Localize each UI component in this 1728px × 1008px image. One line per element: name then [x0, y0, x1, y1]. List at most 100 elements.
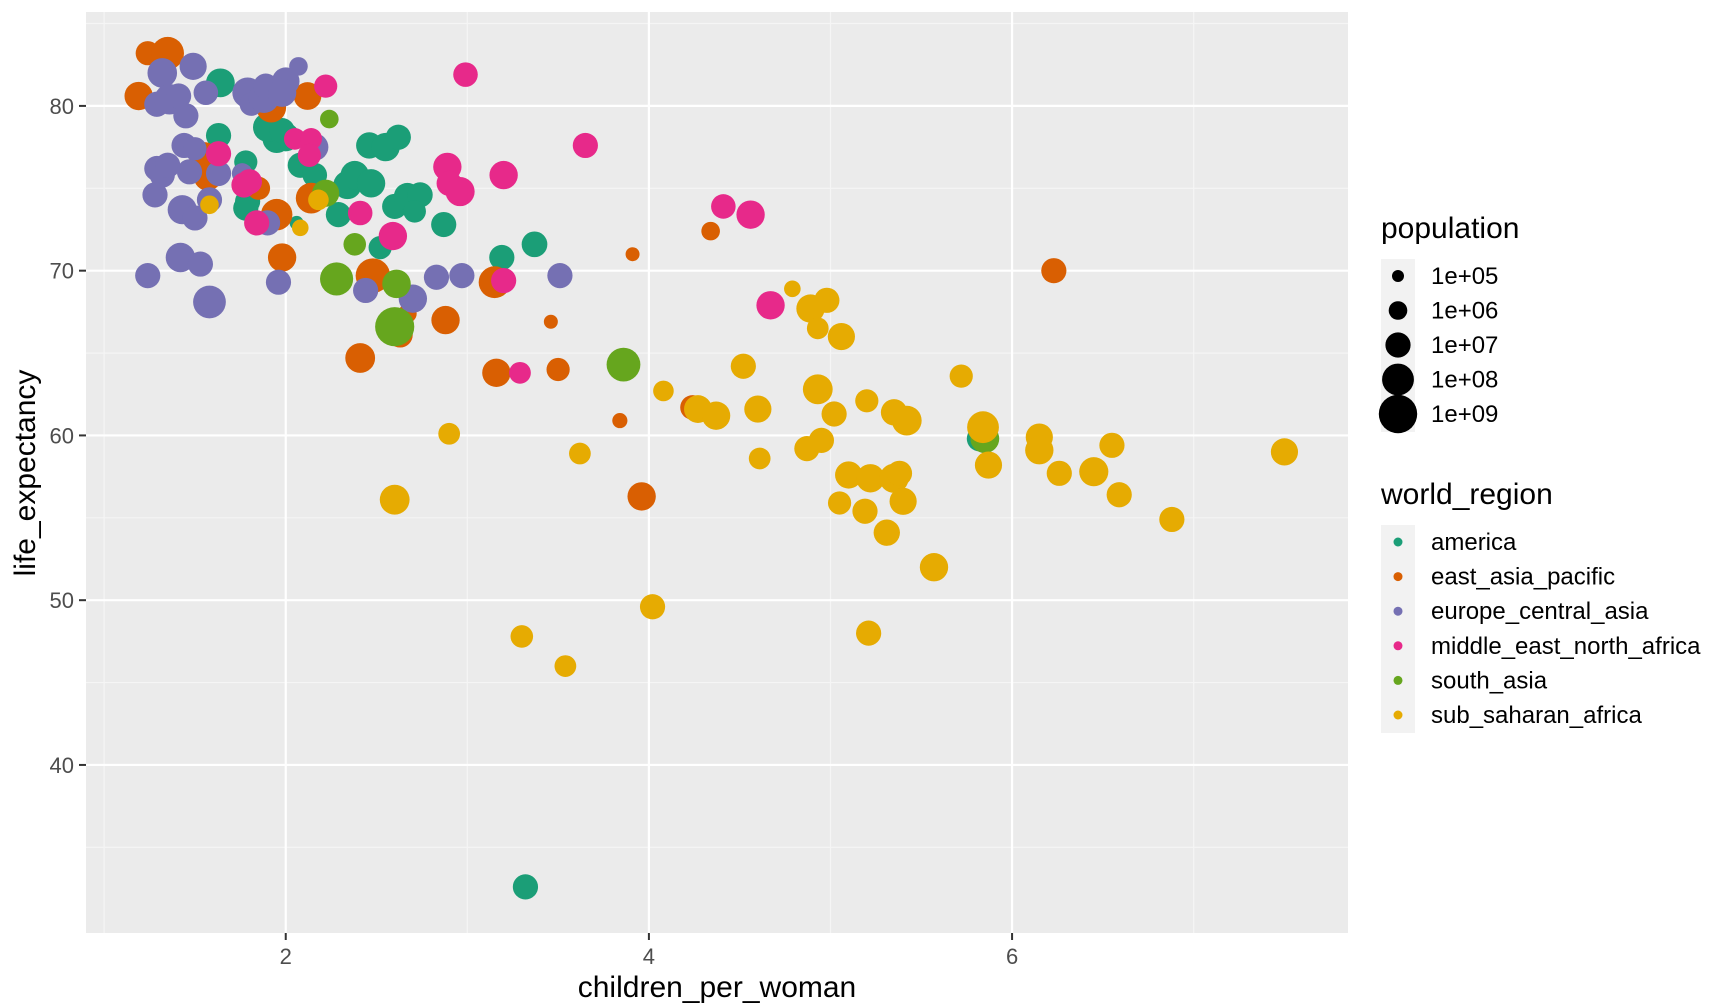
point-south_asia — [320, 262, 354, 296]
point-middle_east_north_africa — [491, 267, 517, 294]
y-tick-label: 80 — [50, 94, 74, 119]
point-america — [325, 202, 351, 228]
point-east_asia_pacific — [1041, 258, 1067, 284]
point-sub_saharan_africa — [814, 287, 840, 313]
point-east_asia_pacific — [431, 305, 460, 335]
color-legend-entries: america east_asia_pacific europe_central_a… — [1393, 529, 1701, 729]
size-legend-entries: 1e+05 1e+06 1e+07 1e+08 1e+09 — [1378, 263, 1498, 434]
point-sub_saharan_africa — [379, 484, 410, 515]
size-legend-key — [1392, 270, 1404, 282]
point-america — [512, 874, 539, 900]
point-europe_central_asia — [179, 52, 207, 80]
point-sub_saharan_africa — [554, 655, 577, 677]
y-axis-title: life_expectancy — [9, 370, 42, 577]
point-south_asia — [375, 307, 415, 347]
point-south_asia — [343, 233, 367, 256]
point-america — [521, 231, 548, 258]
point-europe_central_asia — [183, 137, 207, 161]
point-east_asia_pacific — [625, 247, 640, 262]
point-middle_east_north_africa — [297, 143, 321, 167]
point-america — [356, 169, 386, 198]
color-legend-key — [1393, 641, 1403, 651]
point-sub_saharan_africa — [1025, 436, 1054, 465]
point-sub_saharan_africa — [730, 353, 756, 379]
point-sub_saharan_africa — [569, 442, 591, 465]
point-middle_east_north_africa — [711, 194, 736, 219]
color-legend-label: south_asia — [1431, 667, 1548, 694]
point-middle_east_north_africa — [489, 160, 518, 190]
point-middle_east_north_africa — [736, 200, 765, 229]
point-middle_east_north_africa — [445, 176, 475, 207]
point-sub_saharan_africa — [974, 451, 1003, 479]
point-sub_saharan_africa — [1099, 432, 1125, 458]
point-europe_central_asia — [155, 152, 181, 178]
color-legend-label: east_asia_pacific — [1431, 564, 1615, 591]
point-sub_saharan_africa — [827, 491, 852, 515]
major-gridlines — [86, 12, 1348, 933]
point-sub_saharan_africa — [510, 625, 534, 648]
color-legend-key — [1393, 572, 1403, 582]
x-tick-label: 6 — [1006, 944, 1018, 969]
size-legend-label: 1e+09 — [1431, 401, 1498, 428]
point-europe_central_asia — [147, 58, 178, 88]
point-sub_saharan_africa — [200, 195, 219, 215]
point-middle_east_north_africa — [347, 200, 373, 226]
size-legend-label: 1e+06 — [1431, 298, 1498, 325]
point-europe_central_asia — [165, 242, 196, 273]
x-tick-label: 2 — [280, 944, 292, 969]
color-legend-key — [1393, 606, 1403, 616]
size-legend-label: 1e+05 — [1431, 263, 1498, 290]
color-legend-label: middle_east_north_africa — [1431, 633, 1701, 660]
point-middle_east_north_africa — [283, 127, 306, 150]
point-europe_central_asia — [176, 159, 203, 185]
point-sub_saharan_africa — [855, 389, 879, 413]
point-middle_east_north_africa — [453, 62, 478, 87]
point-sub_saharan_africa — [835, 461, 863, 489]
point-america — [431, 211, 457, 238]
size-legend: population 1e+05 1e+06 1e+07 1e+08 1e+09 — [1378, 212, 1519, 434]
point-middle_east_north_africa — [756, 291, 785, 320]
color-legend-key — [1393, 710, 1403, 720]
point-europe_central_asia — [193, 285, 226, 319]
point-europe_central_asia — [449, 263, 475, 289]
point-south_asia — [606, 347, 641, 382]
point-europe_central_asia — [193, 80, 219, 106]
y-tick-label: 40 — [50, 753, 74, 778]
point-europe_central_asia — [353, 277, 379, 304]
point-middle_east_north_africa — [378, 221, 408, 251]
point-middle_east_north_africa — [236, 169, 263, 195]
x-axis: 2 4 6 — [280, 933, 1018, 969]
point-east_asia_pacific — [267, 243, 297, 272]
minor-gridlines — [86, 12, 1348, 933]
point-sub_saharan_africa — [748, 447, 771, 470]
color-legend-key — [1393, 675, 1403, 685]
point-sub_saharan_africa — [1106, 482, 1132, 508]
y-axis: 40 50 60 70 80 — [50, 94, 86, 778]
point-europe_central_asia — [205, 160, 232, 187]
point-sub_saharan_africa — [291, 219, 309, 237]
point-sub_saharan_africa — [1270, 438, 1299, 466]
point-middle_east_north_africa — [300, 127, 323, 150]
point-sub_saharan_africa — [438, 422, 461, 445]
point-sub_saharan_africa — [827, 322, 855, 351]
point-sub_saharan_africa — [821, 401, 847, 427]
point-sub_saharan_africa — [967, 411, 999, 444]
point-sub_saharan_africa — [701, 401, 731, 430]
point-sub_saharan_africa — [891, 405, 922, 436]
point-east_asia_pacific — [345, 343, 376, 373]
color-legend: world_region america east_asia_pacificeur… — [1380, 478, 1701, 733]
size-legend-key — [1385, 332, 1411, 358]
point-sub_saharan_africa — [856, 620, 882, 646]
color-legend-key-background — [1381, 525, 1415, 733]
size-legend-key — [1378, 394, 1418, 434]
point-sub_saharan_africa — [802, 374, 833, 405]
point-middle_east_north_africa — [572, 132, 598, 159]
point-sub_saharan_africa — [808, 427, 835, 453]
point-sub_saharan_africa — [852, 498, 878, 524]
point-middle_east_north_africa — [509, 361, 531, 384]
point-east_asia_pacific — [482, 358, 511, 387]
point-europe_central_asia — [173, 103, 199, 129]
color-legend-label: sub_saharan_africa — [1431, 702, 1642, 729]
color-legend-label: europe_central_asia — [1431, 598, 1649, 625]
point-europe_central_asia — [187, 251, 213, 277]
